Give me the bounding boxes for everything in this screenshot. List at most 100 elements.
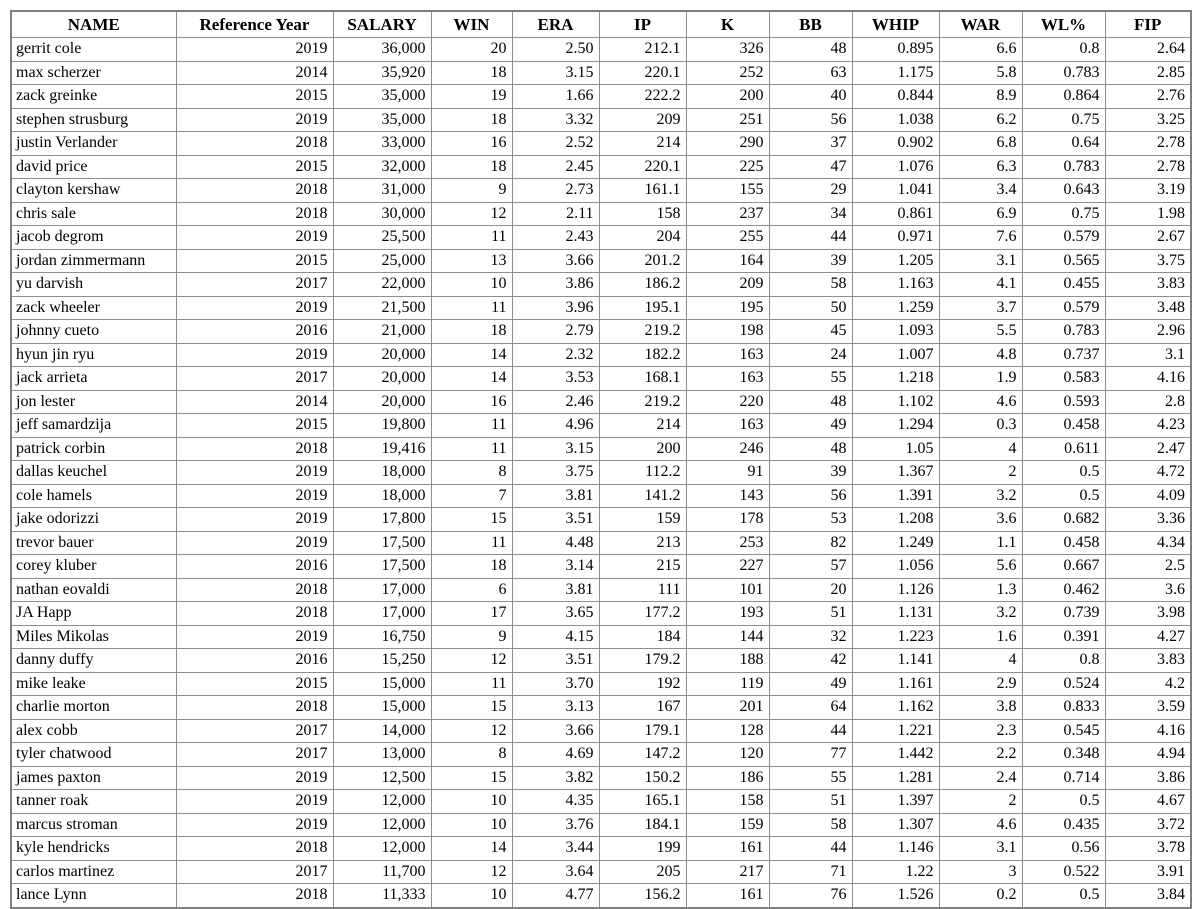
cell-wl-pct: 0.8	[1021, 37, 1106, 62]
cell-ip: 150.2	[598, 765, 687, 790]
cell-salary: 32,000	[332, 154, 432, 179]
cell-era: 3.51	[511, 507, 600, 532]
cell-win: 18	[430, 319, 513, 344]
cell-era: 3.66	[511, 248, 600, 273]
cell-war: 2	[938, 460, 1023, 485]
cell-reference-year: 2019	[175, 765, 334, 790]
cell-name: kyle hendricks	[10, 836, 177, 861]
cell-k: 200	[685, 84, 770, 109]
cell-reference-year: 2017	[175, 859, 334, 884]
cell-whip: 1.218	[851, 366, 940, 391]
cell-name: james paxton	[10, 765, 177, 790]
cell-win: 10	[430, 789, 513, 814]
table-row: nathan eovaldi 2018 17,000 6 3.81 111 101 20 1.1…	[10, 577, 1192, 602]
cell-wl-pct: 0.522	[1021, 859, 1106, 884]
cell-whip: 1.05	[851, 436, 940, 461]
cell-win: 11	[430, 413, 513, 438]
cell-k: 227	[685, 554, 770, 579]
cell-salary: 20,000	[332, 389, 432, 414]
cell-reference-year: 2019	[175, 812, 334, 837]
cell-whip: 1.249	[851, 530, 940, 555]
cell-wl-pct: 0.5	[1021, 483, 1106, 508]
cell-win: 11	[430, 295, 513, 320]
cell-wl-pct: 0.5	[1021, 789, 1106, 814]
cell-salary: 11,700	[332, 859, 432, 884]
cell-reference-year: 2018	[175, 836, 334, 861]
cell-war: 2.4	[938, 765, 1023, 790]
cell-bb: 48	[768, 37, 853, 62]
cell-fip: 4.72	[1104, 460, 1192, 485]
cell-war: 2.3	[938, 718, 1023, 743]
cell-name: gerrit cole	[10, 37, 177, 62]
cell-ip: 214	[598, 413, 687, 438]
cell-ip: 177.2	[598, 601, 687, 626]
cell-k: 186	[685, 765, 770, 790]
cell-salary: 16,750	[332, 624, 432, 649]
cell-war: 2.2	[938, 742, 1023, 767]
cell-war: 8.9	[938, 84, 1023, 109]
cell-wl-pct: 0.75	[1021, 201, 1106, 226]
cell-whip: 1.175	[851, 60, 940, 85]
cell-win: 16	[430, 389, 513, 414]
cell-era: 2.45	[511, 154, 600, 179]
cell-ip: 222.2	[598, 84, 687, 109]
cell-ip: 219.2	[598, 389, 687, 414]
cell-salary: 21,000	[332, 319, 432, 344]
cell-salary: 11,333	[332, 883, 432, 908]
cell-k: 159	[685, 812, 770, 837]
cell-whip: 1.076	[851, 154, 940, 179]
cell-bb: 82	[768, 530, 853, 555]
cell-win: 18	[430, 154, 513, 179]
table-row: corey kluber 2016 17,500 18 3.14 215 227 57 1.05…	[10, 554, 1192, 579]
table-row: cole hamels 2019 18,000 7 3.81 141.2 143 56 1.39…	[10, 483, 1192, 508]
cell-reference-year: 2017	[175, 718, 334, 743]
cell-fip: 2.78	[1104, 131, 1192, 156]
cell-k: 143	[685, 483, 770, 508]
cell-name: mike leake	[10, 671, 177, 696]
cell-win: 20	[430, 37, 513, 62]
cell-salary: 30,000	[332, 201, 432, 226]
cell-whip: 1.442	[851, 742, 940, 767]
cell-reference-year: 2017	[175, 366, 334, 391]
cell-k: 195	[685, 295, 770, 320]
cell-k: 120	[685, 742, 770, 767]
cell-wl-pct: 0.682	[1021, 507, 1106, 532]
cell-wl-pct: 0.5	[1021, 460, 1106, 485]
cell-war: 1.6	[938, 624, 1023, 649]
cell-name: chris sale	[10, 201, 177, 226]
cell-reference-year: 2019	[175, 37, 334, 62]
cell-win: 11	[430, 436, 513, 461]
cell-reference-year: 2017	[175, 742, 334, 767]
cell-era: 2.79	[511, 319, 600, 344]
cell-win: 16	[430, 131, 513, 156]
cell-wl-pct: 0.458	[1021, 413, 1106, 438]
cell-whip: 0.844	[851, 84, 940, 109]
cell-ip: 195.1	[598, 295, 687, 320]
cell-bb: 44	[768, 225, 853, 250]
cell-war: 2.9	[938, 671, 1023, 696]
cell-win: 15	[430, 695, 513, 720]
cell-name: jack arrieta	[10, 366, 177, 391]
cell-name: jordan zimmermann	[10, 248, 177, 273]
cell-name: yu darvish	[10, 272, 177, 297]
cell-salary: 20,000	[332, 342, 432, 367]
cell-ip: 167	[598, 695, 687, 720]
cell-salary: 22,000	[332, 272, 432, 297]
cell-era: 3.75	[511, 460, 600, 485]
cell-war: 3	[938, 859, 1023, 884]
cell-reference-year: 2018	[175, 577, 334, 602]
cell-salary: 19,416	[332, 436, 432, 461]
cell-era: 3.15	[511, 436, 600, 461]
cell-name: tyler chatwood	[10, 742, 177, 767]
cell-war: 3.8	[938, 695, 1023, 720]
cell-name: justin Verlander	[10, 131, 177, 156]
cell-bb: 57	[768, 554, 853, 579]
cell-whip: 1.391	[851, 483, 940, 508]
cell-wl-pct: 0.739	[1021, 601, 1106, 626]
cell-wl-pct: 0.391	[1021, 624, 1106, 649]
cell-bb: 56	[768, 107, 853, 132]
cell-wl-pct: 0.56	[1021, 836, 1106, 861]
cell-wl-pct: 0.8	[1021, 648, 1106, 673]
cell-k: 128	[685, 718, 770, 743]
cell-salary: 31,000	[332, 178, 432, 203]
